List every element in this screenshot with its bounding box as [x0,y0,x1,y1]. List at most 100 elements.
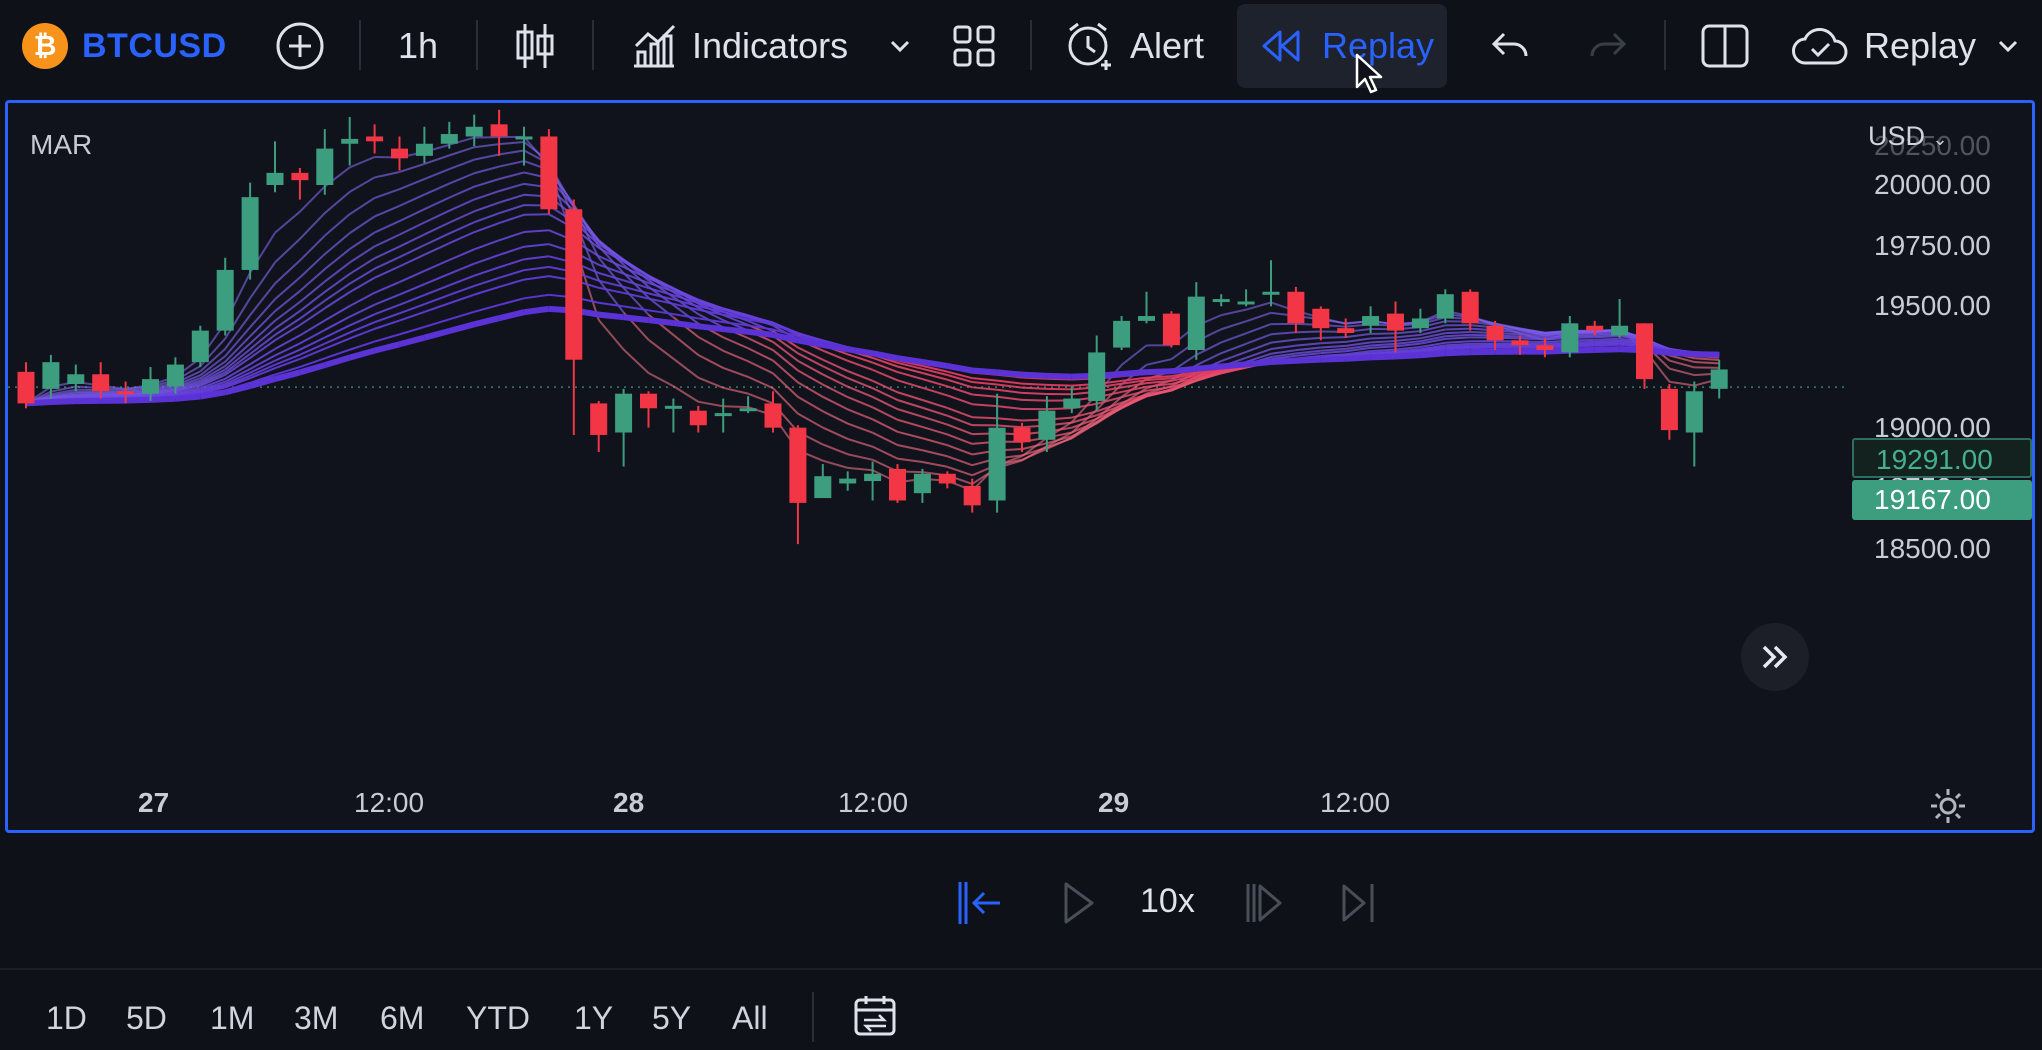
candle-up [217,270,234,331]
ma-ribbon-segment [1246,362,1271,364]
ma-ribbon-segment [474,240,499,249]
ma-ribbon-segment [1122,345,1147,365]
chart-type-button[interactable] [514,0,556,92]
interval-button[interactable]: 1h [398,0,438,92]
ma-ribbon-segment [1371,337,1396,338]
range-ytd[interactable]: YTD [466,1000,530,1037]
ma-ribbon-segment [375,221,400,232]
ma-ribbon-segment [449,222,474,233]
ma-ribbon-segment [151,399,176,400]
ma-ribbon-segment [400,284,425,294]
ma-ribbon-segment [649,340,674,359]
replay-speed[interactable]: 10x [1140,882,1195,921]
indicators-button[interactable]: Indicators [630,0,848,92]
range-3m[interactable]: 3M [294,1000,338,1037]
play-icon[interactable] [1060,880,1096,926]
ma-ribbon-segment [275,302,300,321]
ma-ribbon-segment [375,305,400,314]
ma-ribbon-segment [848,397,873,407]
select-bar-icon[interactable] [954,878,1006,928]
ma-ribbon-segment [424,274,449,284]
save-menu-dropdown[interactable] [1996,0,2020,92]
candle-up [665,406,682,409]
ma-ribbon-segment [1147,371,1172,372]
compare-symbol-button[interactable] [274,0,326,92]
ma-ribbon-segment [300,282,325,302]
ma-ribbon-segment [424,295,449,304]
ma-ribbon-segment [798,382,823,396]
range-6m[interactable]: 6M [380,1000,424,1037]
gear-icon[interactable] [1928,786,1968,826]
range-5d[interactable]: 5D [126,1000,167,1037]
ma-ribbon-segment [424,243,449,254]
ma-ribbon-segment [449,160,474,169]
price-scale-label: 19500.00 [1874,290,1991,322]
ma-ribbon-segment [375,295,400,305]
ma-ribbon-segment [499,259,524,267]
candle-up [1038,411,1055,440]
date-range-icon[interactable] [852,994,898,1038]
ma-ribbon-segment [1246,324,1271,333]
candle-down [964,486,981,505]
ma-ribbon-segment [972,395,997,397]
ma-ribbon-segment [474,318,499,324]
ma-ribbon-segment [1047,376,1072,377]
ma-ribbon-segment [474,191,499,199]
replay-button[interactable]: Replay [1260,0,1434,92]
ma-ribbon-segment [499,184,524,191]
toolbar-divider [592,20,594,70]
symbol-search[interactable]: ₿ BTCUSD [22,0,227,92]
scroll-to-realtime-button[interactable] [1741,623,1809,691]
step-forward-icon[interactable] [1244,880,1284,926]
candle-up [192,331,209,363]
jump-to-realtime-icon[interactable] [1340,880,1380,926]
ma-ribbon-segment [649,320,674,323]
ma-ribbon-segment [624,349,649,373]
redo-button[interactable] [1586,0,1628,92]
ma-ribbon-segment [1221,310,1246,315]
layout-split-button[interactable] [1700,0,1750,92]
ma-ribbon-segment [1445,332,1470,333]
ma-ribbon-segment [1595,349,1620,350]
ma-ribbon-segment [449,264,474,274]
ma-ribbon-segment [449,312,474,320]
candle-down [1387,314,1404,331]
ma-ribbon-segment [649,310,674,314]
ma-ribbon-segment [873,407,898,419]
ma-ribbon-segment [698,337,723,351]
ma-ribbon-segment [997,381,1022,384]
ma-ribbon-segment [424,285,449,295]
range-1d[interactable]: 1D [46,1000,87,1037]
toolbar-divider [359,20,361,70]
layouts-button[interactable] [952,0,996,92]
ma-ribbon-segment [300,269,325,291]
ma-ribbon-segment [972,387,997,389]
candle-up [1362,316,1379,326]
save-button[interactable]: Replay [1790,0,1976,92]
candle-up [864,474,881,481]
templates-dropdown[interactable] [888,0,912,92]
ma-ribbon-segment [325,214,350,236]
candle-down [1337,328,1354,333]
ma-ribbon-segment [1694,358,1719,360]
candle-up [1063,399,1080,409]
undo-button[interactable] [1490,0,1532,92]
ma-ribbon-segment [599,320,624,349]
ma-ribbon-segment [798,397,823,411]
candlestick-chart[interactable] [8,103,2032,830]
ma-ribbon-segment [350,351,375,358]
range-5y[interactable]: 5Y [652,1000,691,1037]
ma-ribbon-segment [748,394,773,404]
ma-ribbon-segment [1296,332,1321,333]
alert-label: Alert [1130,25,1204,67]
ma-ribbon-segment [250,284,275,316]
alert-button[interactable]: Alert [1064,0,1204,92]
range-1y[interactable]: 1Y [574,1000,613,1037]
ma-ribbon-segment [773,350,798,370]
candle-down [939,474,956,484]
range-all[interactable]: All [732,1000,768,1037]
range-1m[interactable]: 1M [210,1000,254,1037]
candle-up [416,144,433,156]
ma-ribbon-segment [1346,338,1371,341]
